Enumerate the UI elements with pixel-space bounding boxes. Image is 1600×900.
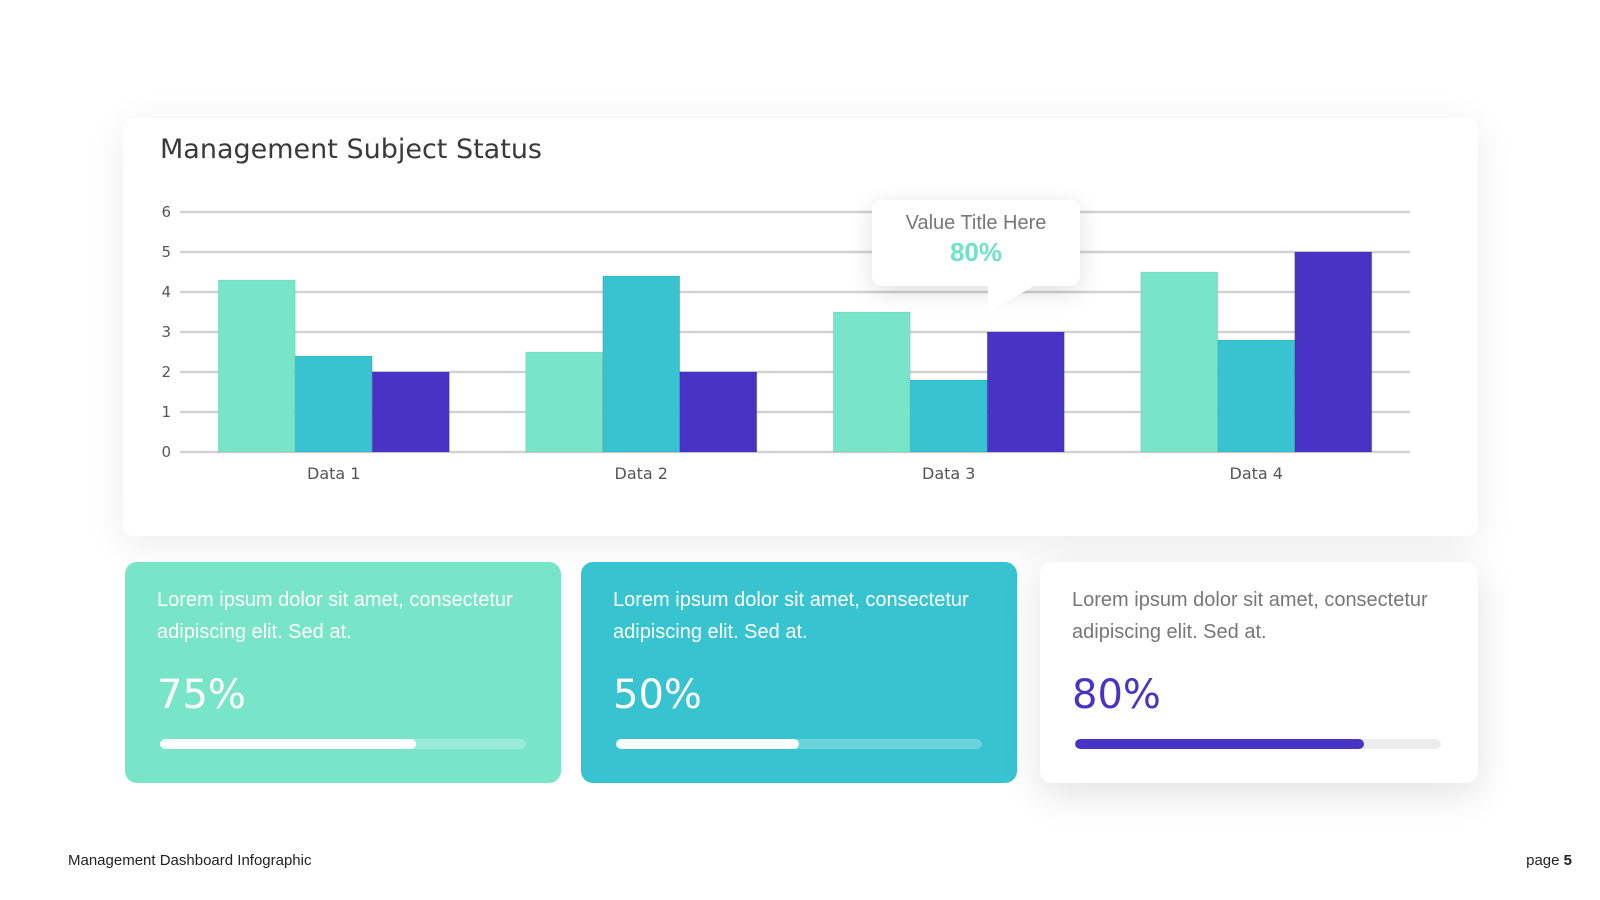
bar: [371, 371, 450, 453]
y-tick-label: 4: [161, 283, 171, 301]
progress-bar: [616, 739, 982, 749]
stat-card-3: Lorem ipsum dolor sit amet, consectetur …: [1040, 562, 1478, 783]
bar: [525, 351, 604, 453]
stat-description: Lorem ipsum dolor sit amet, consectetur …: [157, 589, 513, 643]
progress-bar: [160, 739, 526, 749]
y-tick-label: 5: [161, 243, 171, 261]
bar: [294, 355, 373, 453]
page-label: page: [1526, 852, 1560, 869]
bar: [1294, 251, 1373, 453]
bar: [1140, 271, 1219, 453]
bar: [602, 275, 681, 453]
stat-card-2: Lorem ipsum dolor sit amet, consectetur …: [581, 562, 1017, 783]
footer-title: Management Dashboard Infographic: [68, 852, 312, 869]
bar-chart: 0 1 2 3 4 5 6 Data 1 Data 2 Data 3 Data 4: [161, 203, 1410, 483]
bar: [832, 311, 911, 453]
y-tick-label: 1: [161, 403, 171, 421]
bar: [679, 371, 758, 453]
x-tick-label: Data 4: [1230, 464, 1283, 483]
y-tick-label: 6: [161, 203, 171, 221]
bar: [909, 379, 988, 453]
tooltip-title: Value Title Here: [905, 212, 1047, 234]
stat-description: Lorem ipsum dolor sit amet, consectetur …: [613, 589, 969, 643]
x-tick-label: Data 1: [307, 464, 360, 483]
progress-fill: [1075, 739, 1365, 749]
chart-title: Management Subject Status: [160, 134, 542, 165]
x-tick-label: Data 3: [922, 464, 975, 483]
x-tick-label: Data 2: [615, 464, 668, 483]
bar: [986, 331, 1065, 453]
bar: [1217, 339, 1296, 453]
progress-bar: [1075, 739, 1441, 749]
page-number: 5: [1563, 852, 1572, 869]
page-indicator: page 5: [1526, 852, 1572, 869]
y-tick-label: 2: [161, 363, 171, 381]
stat-value: 75%: [157, 672, 246, 718]
y-tick-label: 3: [161, 323, 171, 341]
progress-fill: [160, 739, 417, 749]
stat-description: Lorem ipsum dolor sit amet, consectetur …: [1072, 589, 1428, 643]
progress-fill: [616, 739, 799, 749]
stat-value: 80%: [1072, 672, 1161, 718]
chart-card: Management Subject Status 0 1 2 3 4 5 6 Data 1 D…: [123, 118, 1478, 536]
tooltip-value: 80%: [949, 237, 1003, 267]
value-tooltip: Value Title Here 80%: [872, 200, 1080, 312]
y-tick-label: 0: [161, 443, 171, 461]
bar: [217, 279, 296, 453]
stat-value: 50%: [613, 672, 702, 718]
stat-card-1: Lorem ipsum dolor sit amet, consectetur …: [125, 562, 561, 783]
